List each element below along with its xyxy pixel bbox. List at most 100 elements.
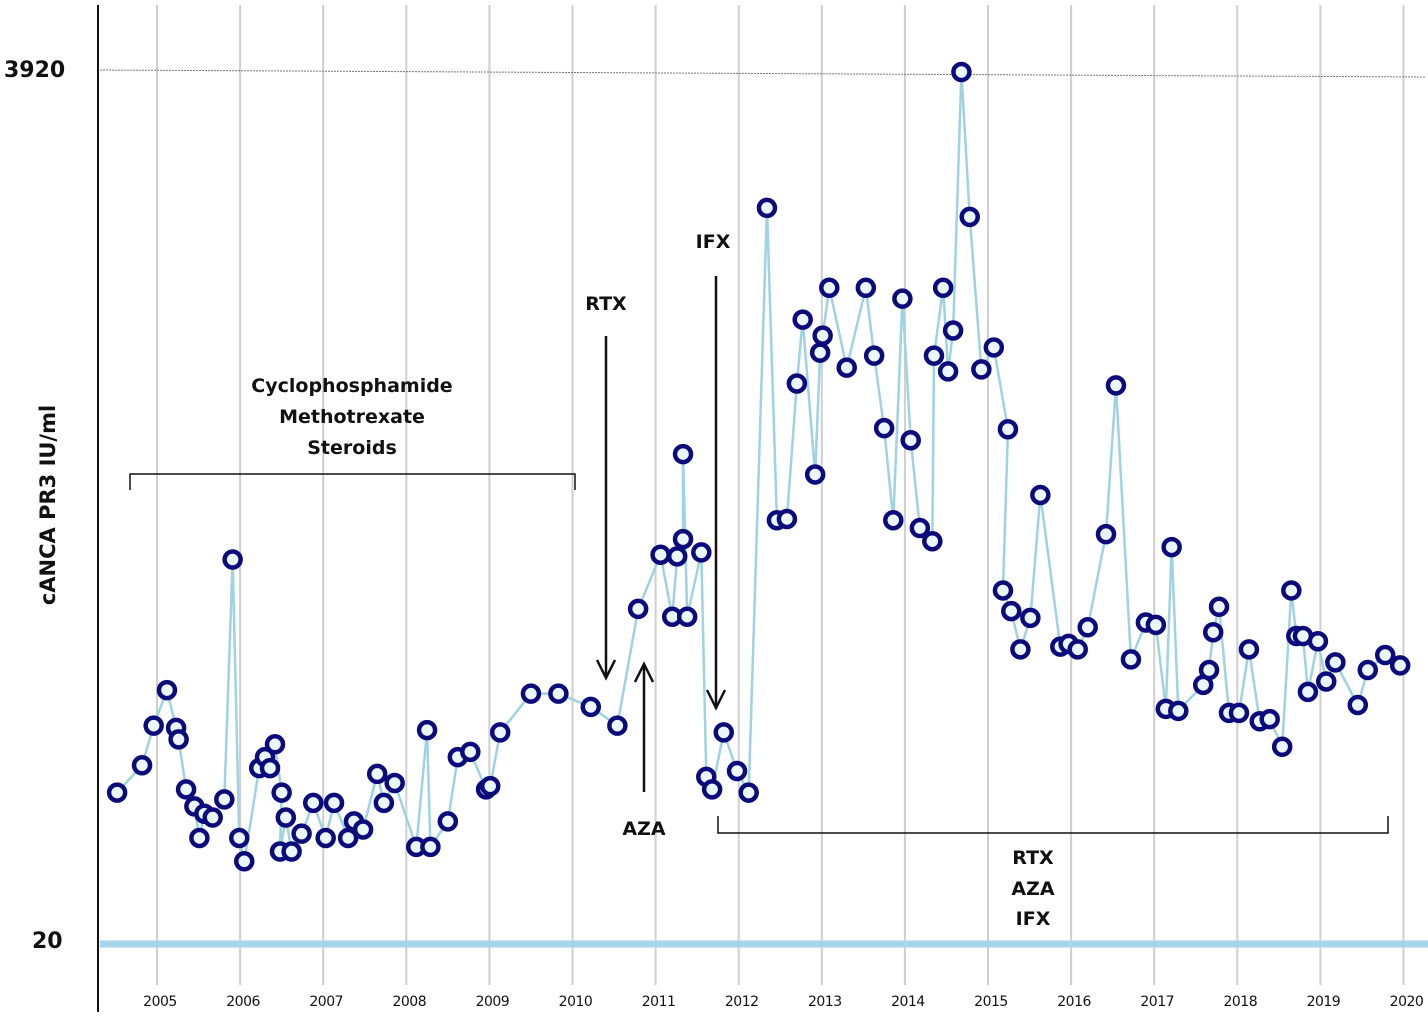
data-point [997,418,1019,440]
arrow-aza-head [633,661,655,683]
data-point [1202,621,1224,643]
data-point [259,757,281,779]
data-point [1325,652,1346,673]
data-point [726,760,748,782]
data-point [234,851,255,872]
data-point [1315,671,1337,692]
bracket-bottom-label: RTX [1012,847,1054,869]
data-point [1001,600,1022,622]
data-point [809,342,831,363]
data-point [756,197,778,219]
x-tick-label: 2019 [1307,994,1341,1010]
x-tick-label: 2009 [476,994,510,1010]
data-point [863,345,885,366]
data-point [1374,644,1396,666]
y-tick-label: 3920 [4,58,65,83]
x-tick-label: 2014 [891,994,925,1010]
bracket-top-label: Cyclophosphamide [251,375,452,397]
data-point [776,508,798,530]
data-point [900,429,921,451]
x-tick-label: 2017 [1140,994,1174,1010]
data-point [666,546,688,567]
data-point [909,517,931,539]
x-tick-label: 2020 [1390,994,1424,1010]
x-tick-label: 2010 [559,994,593,1010]
data-point [672,528,694,550]
arrow-rtx-label: RTX [585,293,627,315]
data-point [384,772,405,794]
y-tick-label: 20 [32,929,63,954]
data-point [1161,536,1182,558]
data-point [222,549,243,570]
data-point [873,417,895,439]
data-point [291,823,312,844]
data-point [1010,639,1031,660]
data-point [315,827,336,849]
bracket-bottom-label: AZA [1011,878,1054,900]
data-point [804,464,826,485]
series-line [116,71,1401,862]
bracket-bottom-shape [717,816,1389,834]
arrow-aza-label: AZA [622,818,665,840]
data-point [627,598,649,620]
data-point [352,819,374,840]
data-point [855,277,877,299]
data-point [143,715,164,736]
data-point [983,337,1005,358]
data-point [373,792,395,814]
data-point [1077,617,1098,638]
reference-line-3920 [99,69,1426,78]
data-point [951,61,972,83]
data-point [1238,639,1260,660]
data-point [156,679,178,701]
annotation-arrow-rtx: RTX [585,293,627,681]
data-point [1297,681,1319,703]
bracket-bottom-label: IFX [1016,908,1051,930]
data-point [302,792,324,814]
data-point [713,722,734,743]
data-point [1095,523,1117,545]
data-point [1105,375,1127,396]
data-point [1120,649,1142,670]
data-point [229,827,250,849]
data-point [1307,630,1329,652]
data-point [1208,596,1230,618]
data-point [1020,607,1041,629]
data-point [1271,736,1293,758]
data-point [214,789,235,810]
data-point [416,719,438,741]
data-point [1357,659,1379,681]
data-point [942,320,964,341]
data-point [1067,639,1088,660]
data-point [691,542,712,563]
data-point [131,755,153,776]
data-point [281,841,302,862]
x-tick-label: 2016 [1057,994,1091,1010]
data-point [106,782,128,803]
data-point [922,530,943,552]
x-tick-labels: 2005 2006 2007 2008 2009 2010 2011 2012 2013 2014… [143,994,1424,1010]
data-point [1281,580,1302,601]
series-markers [106,61,1411,872]
data-point [738,782,759,803]
gridlines [156,5,1405,985]
data-point [548,683,569,704]
data-point [189,827,210,849]
series-polyline [116,71,1401,862]
data-point [836,357,857,378]
data-point [1259,708,1280,730]
x-tick-label: 2008 [392,994,426,1010]
data-point [271,782,292,803]
data-point [1145,614,1167,636]
data-point [323,792,345,814]
data-point [202,807,223,828]
data-point [672,443,694,465]
annotation-bracket-top: Cyclophosphamide Methotrexate Steroids [129,375,576,490]
data-point [937,361,959,382]
data-point [959,206,980,228]
data-point [366,763,388,785]
x-tick-label: 2018 [1223,994,1257,1010]
arrow-ifx-head [705,689,727,711]
data-point [1168,700,1189,722]
